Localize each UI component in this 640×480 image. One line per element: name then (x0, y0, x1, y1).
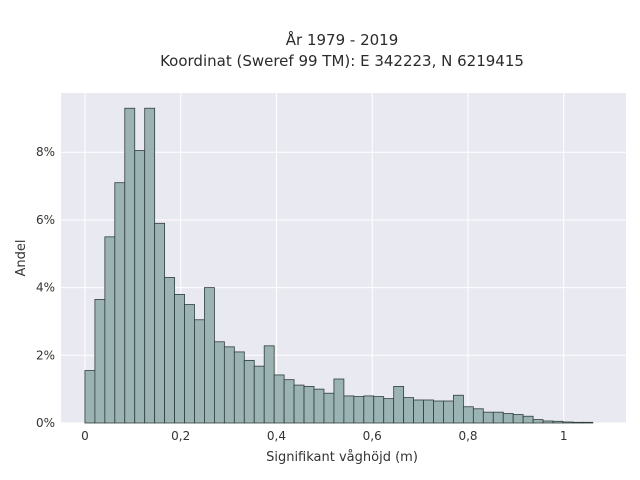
histogram-bar (423, 399, 434, 424)
histogram-bar (273, 374, 285, 424)
histogram-bar (363, 395, 375, 424)
histogram-bar (462, 406, 474, 424)
x-tick-label: 0,6 (363, 429, 382, 443)
histogram-bar (433, 400, 444, 424)
x-tick-labels: 0 0,2 0,4 0,6 0,8 1 (81, 429, 567, 443)
y-tick-labels: 0% 2% 4% 6% 8% (36, 145, 55, 430)
histogram-bar (204, 287, 215, 424)
chart-title-line-1: År 1979 - 2019 (286, 30, 399, 49)
histogram-bar (243, 359, 255, 424)
histogram-bar (154, 222, 166, 424)
histogram-bar (134, 150, 146, 424)
histogram-bar (343, 395, 355, 424)
histogram-bar (333, 378, 345, 424)
histogram-bar (313, 388, 325, 424)
histogram-bar (492, 411, 504, 424)
histogram-bar (552, 420, 564, 424)
histogram-bar (522, 415, 534, 424)
y-tick-label: 4% (36, 281, 55, 295)
histogram-bar (512, 414, 524, 424)
histogram-bar (263, 345, 275, 424)
histogram-bar (184, 304, 195, 424)
x-tick-label: 0,8 (458, 429, 477, 443)
x-tick-label: 0,2 (171, 429, 190, 443)
y-tick-label: 6% (36, 213, 55, 227)
histogram-bar (283, 379, 295, 424)
x-tick-label: 1 (560, 429, 568, 443)
histogram-bar (542, 420, 554, 424)
histogram-bar (443, 400, 454, 424)
histogram-bar (174, 293, 185, 424)
histogram-bar (482, 411, 494, 424)
histogram-bar (582, 421, 594, 424)
histogram-bar (323, 392, 335, 424)
histogram-bar (562, 421, 574, 424)
histogram-bar (293, 384, 305, 424)
histogram-bar (393, 386, 405, 424)
histogram-bar (532, 419, 544, 424)
x-axis-label: Signifikant våghöjd (m) (266, 450, 418, 465)
bars (84, 107, 594, 424)
histogram-bar (502, 413, 514, 424)
histogram-bar (303, 386, 315, 424)
histogram-bar (84, 370, 96, 424)
histogram-bar (233, 351, 245, 424)
chart-title-line-2: Koordinat (Sweref 99 TM): E 342223, N 62… (160, 52, 524, 70)
y-tick-label: 2% (36, 348, 55, 362)
x-tick-label: 0 (81, 429, 89, 443)
histogram-bar (413, 399, 424, 424)
histogram-bar (253, 365, 265, 424)
histogram-bar (572, 421, 584, 424)
y-tick-label: 0% (36, 416, 55, 430)
histogram-bar (94, 299, 106, 424)
histogram-bar (164, 277, 175, 424)
histogram-bar (472, 408, 484, 424)
histogram-bar (214, 341, 225, 424)
histogram-bar (373, 396, 385, 424)
histogram-bar (223, 346, 235, 424)
histogram-bar (194, 319, 205, 424)
histogram-bar (403, 397, 414, 424)
histogram-bar (353, 396, 365, 424)
histogram-bar (124, 107, 136, 424)
histogram-bar (114, 182, 126, 424)
histogram-bar (453, 394, 464, 424)
y-axis-label: Andel (14, 240, 29, 277)
histogram-bar (104, 236, 116, 424)
histogram-bar (144, 107, 156, 424)
x-tick-label: 0,4 (267, 429, 286, 443)
histogram-bar (383, 398, 395, 424)
y-tick-label: 8% (36, 145, 55, 159)
